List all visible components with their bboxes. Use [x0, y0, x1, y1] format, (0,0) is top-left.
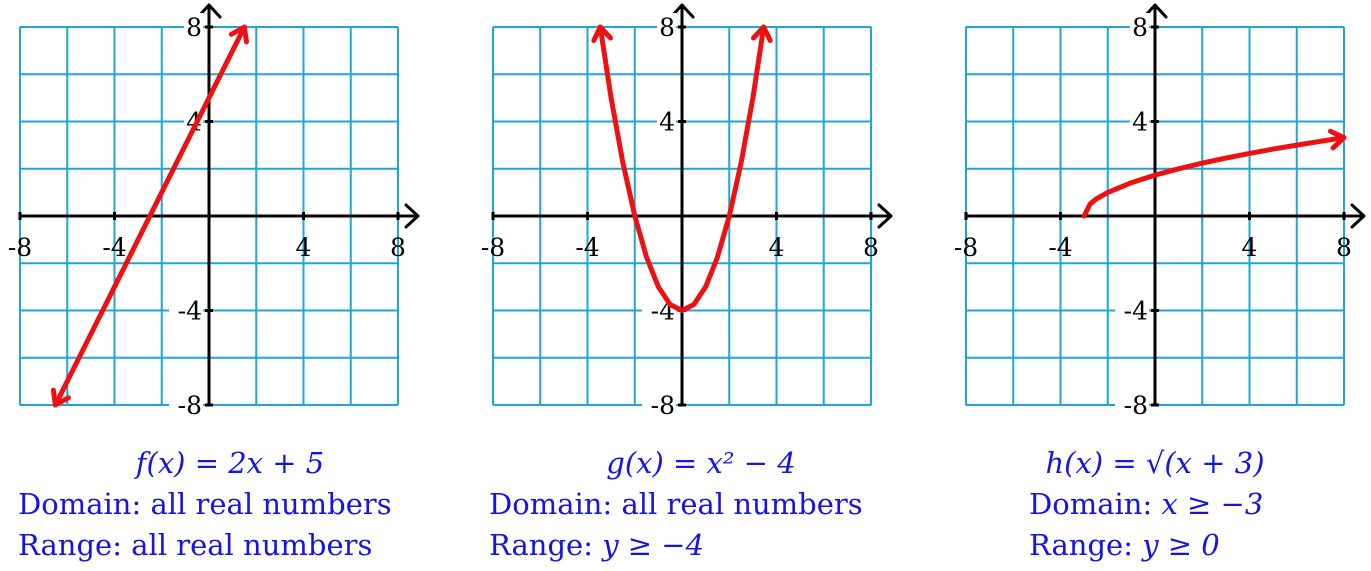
domain-label: Domain: [489, 487, 613, 521]
graph-panel-g: -8 -4 4 8 -8 -4 4 8 [481, 3, 893, 420]
range-label: Range: [1029, 528, 1133, 562]
x-tick-label: -8 [954, 233, 978, 262]
y-tick-label: -8 [178, 391, 202, 420]
range-label: Range: [489, 528, 593, 562]
domain-line: Domain: all real numbers [471, 484, 931, 525]
function-title: f(x) = 2x + 5 [135, 446, 325, 480]
y-tick-label: -8 [1124, 391, 1148, 420]
y-tick-label: -4 [178, 297, 202, 326]
range-line: Range: y ≥ −4 [471, 525, 931, 566]
x-tick-label: -4 [575, 233, 599, 262]
domain-value: all real numbers [621, 487, 863, 521]
caption-h: h(x) = √(x + 3) Domain: x ≥ −3 Range: y … [925, 443, 1371, 566]
function-curve [597, 24, 767, 313]
y-tick-label-background [1115, 391, 1149, 419]
y-tick-label: -8 [651, 391, 675, 420]
y-tick-label: -4 [651, 297, 675, 326]
curve-end-arrow [228, 24, 249, 45]
y-tick-label-background [169, 391, 203, 419]
domain-label: Domain: [1029, 487, 1153, 521]
x-tick-label: 4 [296, 233, 312, 262]
y-tick-label: 8 [659, 13, 675, 42]
function-curve [1081, 135, 1347, 219]
x-tick-label: -8 [8, 233, 32, 262]
function-title: g(x) = x² − 4 [606, 446, 796, 480]
x-tick-label: 4 [1242, 233, 1258, 262]
y-tick-label-background [1115, 296, 1149, 325]
x-tick-label: 8 [1336, 233, 1352, 262]
x-tick-label: 4 [769, 233, 785, 262]
x-axis-arrow [404, 203, 420, 229]
range-label: Range: [18, 528, 122, 562]
curve-end-arrow [1327, 128, 1347, 151]
graph-panel-f: -8 -4 4 8-8-448 [8, 3, 420, 420]
y-tick-label: 4 [659, 108, 675, 137]
x-tick-label: -4 [102, 233, 126, 262]
caption-f: f(x) = 2x + 5 Domain: all real numbers R… [0, 443, 460, 566]
curve-start-arrow [591, 24, 613, 43]
y-tick-label-background [642, 391, 676, 419]
curve-end-arrow [751, 24, 773, 43]
graph-panel-h: -8 -4 4 8 -8 -4 4 8 [954, 3, 1366, 420]
range-value: all real numbers [131, 528, 373, 562]
y-tick-label-background [169, 296, 203, 325]
domain-line: Domain: x ≥ −3 [925, 484, 1371, 525]
range-value: y ≥ −4 [602, 528, 705, 562]
function-curve [52, 24, 247, 408]
curve-start-arrow [50, 387, 71, 408]
y-tick-label-background [1130, 107, 1149, 136]
x-tick-label: -4 [1048, 233, 1072, 262]
y-tick-label: -4 [1124, 297, 1148, 326]
x-axis-arrow [877, 203, 893, 229]
x-tick-label: 8 [390, 233, 406, 262]
y-tick-label: 4 [1132, 108, 1148, 137]
x-tick-label: 8 [863, 233, 879, 262]
range-line: Range: y ≥ 0 [925, 525, 1371, 566]
range-value: y ≥ 0 [1142, 528, 1220, 562]
domain-value: all real numbers [150, 487, 392, 521]
domain-line: Domain: all real numbers [0, 484, 460, 525]
y-tick-label-background [657, 107, 676, 136]
y-tick-label-background [657, 13, 676, 41]
y-tick-label-background [1130, 13, 1149, 41]
caption-g: g(x) = x² − 4 Domain: all real numbers R… [471, 443, 931, 566]
y-tick-label: 8 [186, 13, 202, 42]
domain-value: x ≥ −3 [1161, 487, 1264, 521]
x-tick-label: -8 [481, 233, 505, 262]
domain-label: Domain: [18, 487, 142, 521]
range-line: Range: all real numbers [0, 525, 460, 566]
y-tick-label: 8 [1132, 13, 1148, 42]
function-title: h(x) = √(x + 3) [1045, 446, 1265, 480]
x-axis-arrow [1350, 203, 1366, 229]
y-tick-label-background [184, 13, 203, 41]
